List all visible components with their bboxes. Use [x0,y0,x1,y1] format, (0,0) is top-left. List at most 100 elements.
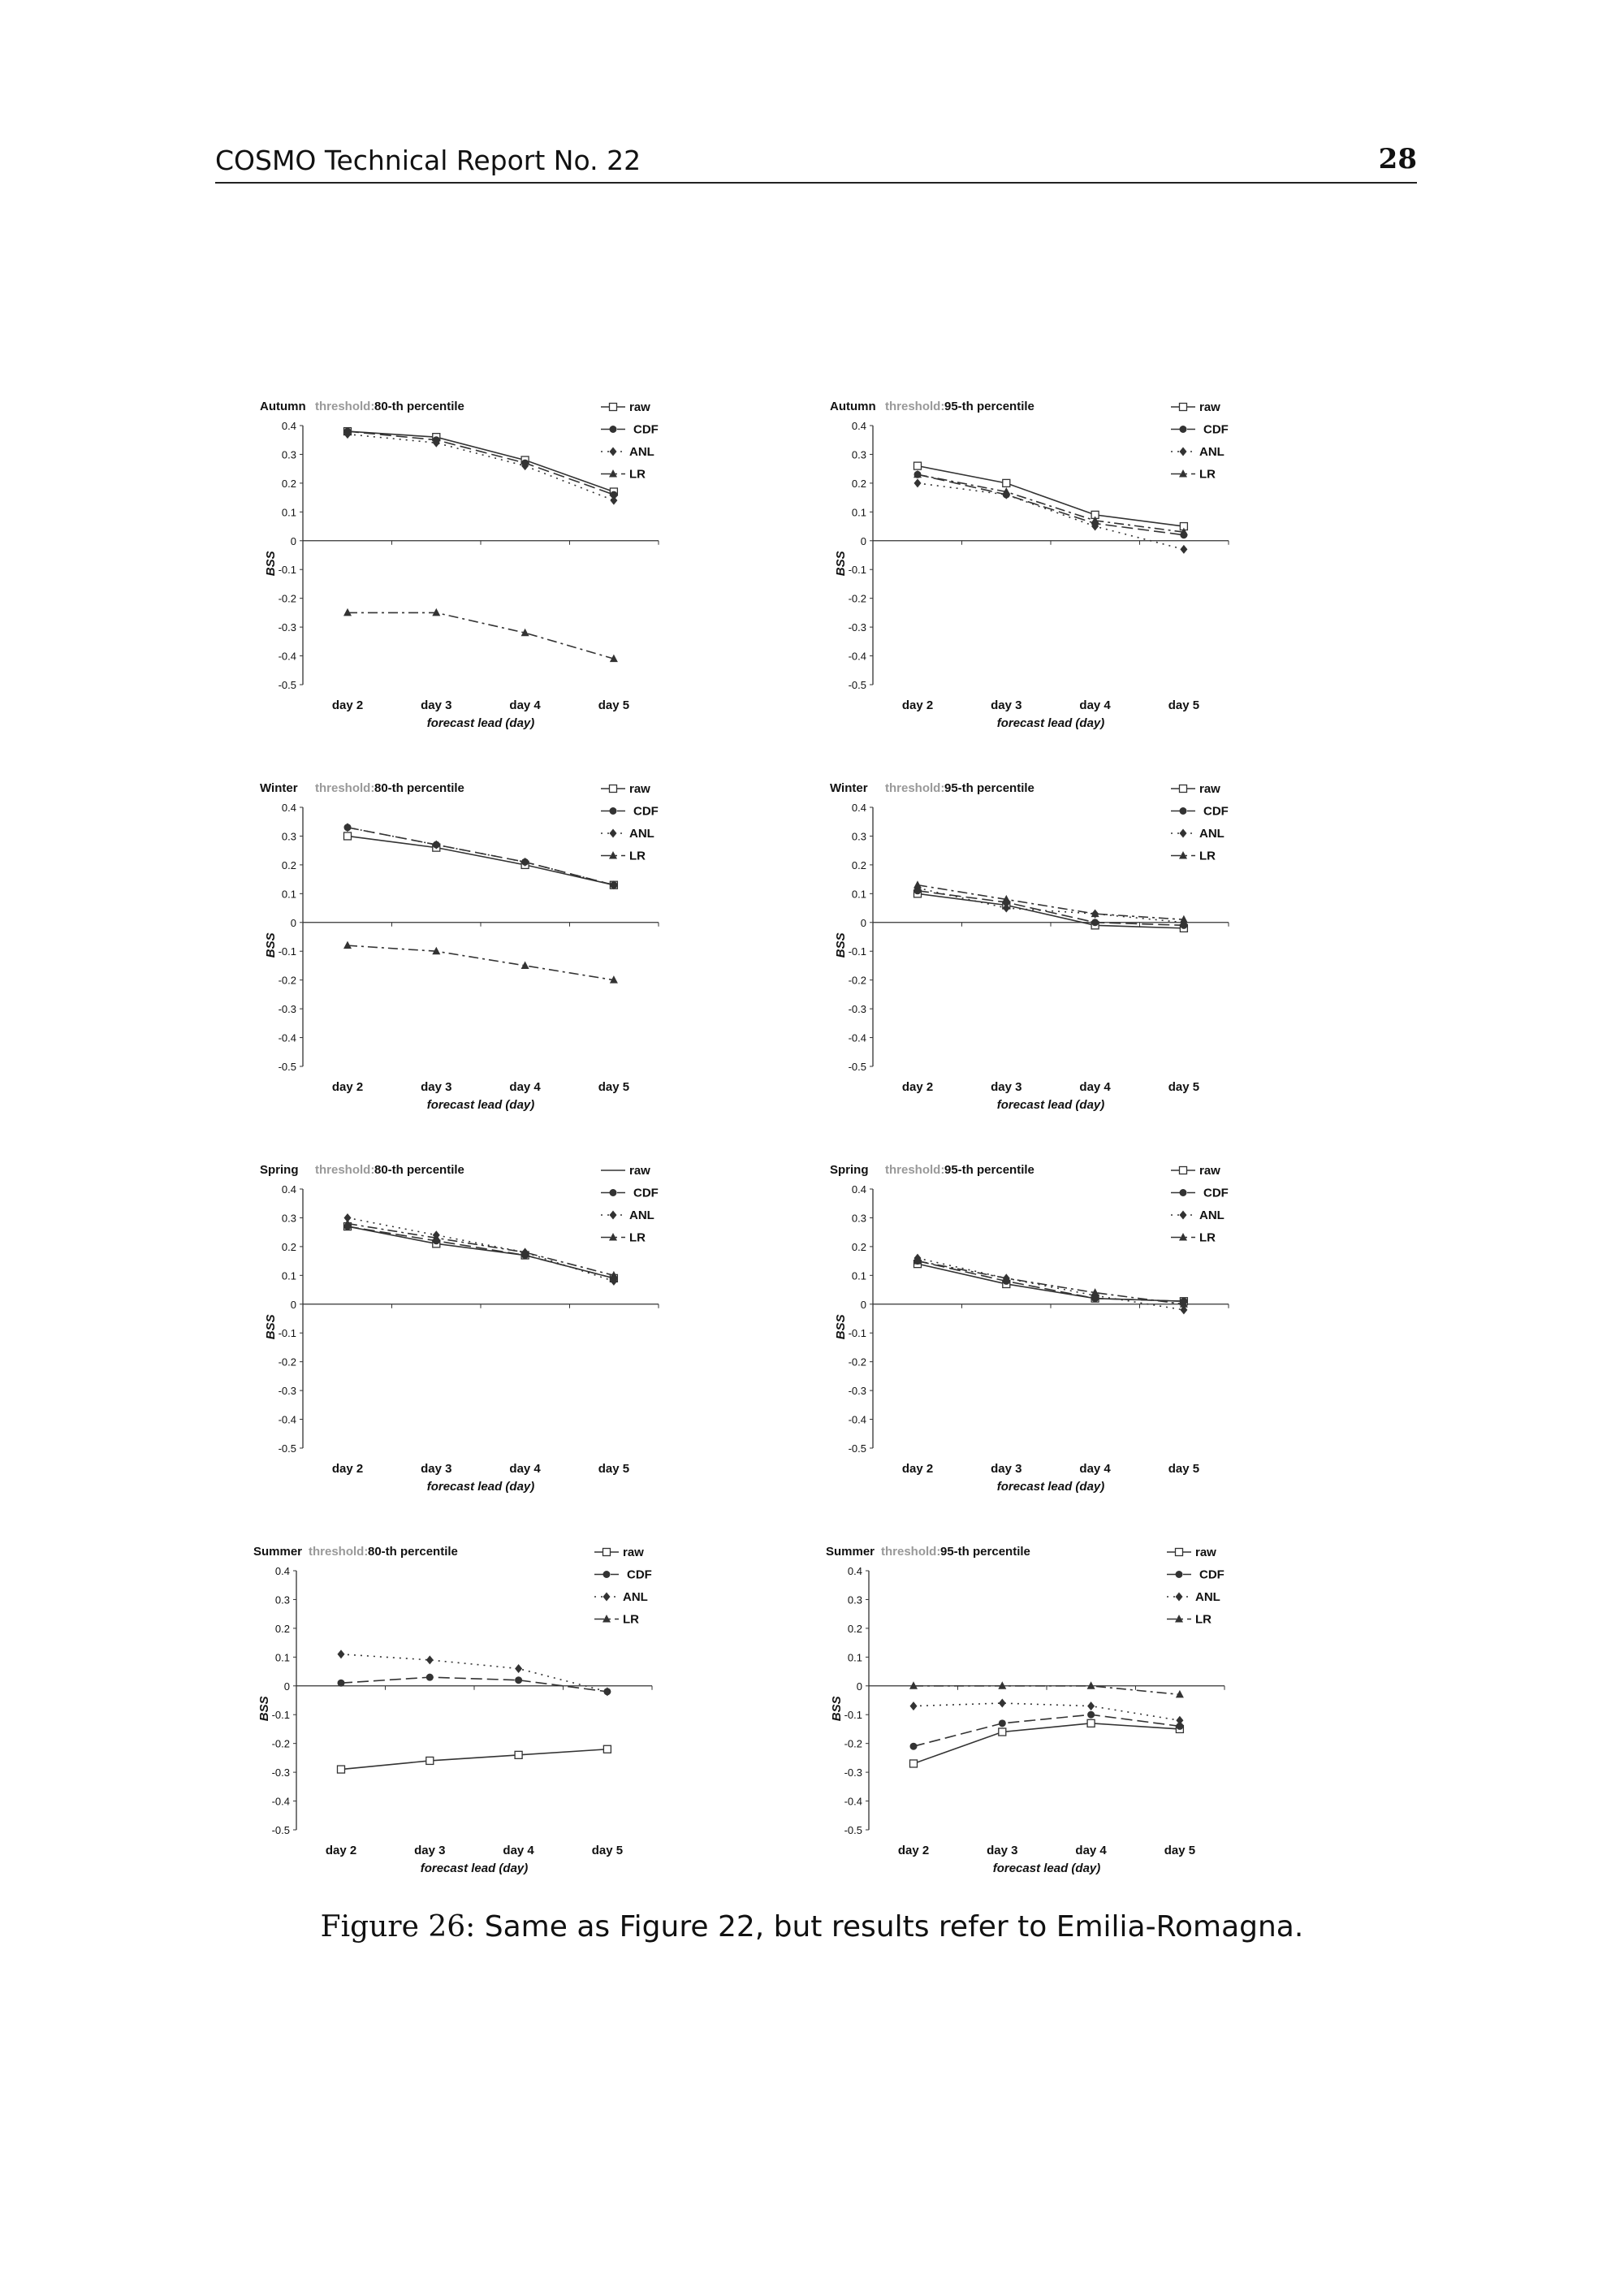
data-point-anl [337,1650,345,1659]
y-axis-label: BSS [834,551,848,576]
x-tick-label: day 4 [509,1080,541,1094]
legend-marker-lr [609,1233,617,1241]
x-tick-label: day 5 [1164,1844,1195,1857]
legend-marker-cdf [609,1189,617,1196]
legend-marker-anl [1179,1210,1187,1220]
y-tick-label: -0.1 [849,564,866,576]
legend-marker-anl [1175,1592,1183,1602]
y-tick-label: 0.3 [852,448,866,460]
legend-marker-raw [1178,784,1188,793]
y-tick-label: -0.3 [844,1766,862,1779]
y-tick-label: 0.3 [852,830,866,842]
series-line-cdf [917,473,1185,536]
data-point-anl [521,857,529,867]
x-tick-label: day 4 [509,698,541,712]
chart-svg: Summer threshold: 80-th percentile 0.4 0.3 0.… [253,1545,653,1875]
data-point-lr [914,880,922,889]
series-anl: ANL [337,1590,648,1697]
legend-label: CDF [633,805,659,819]
y-tick-label: -0.4 [272,1796,290,1808]
page-number: 28 [1378,143,1417,175]
series-line-raw [347,430,615,493]
legend-marker-raw [608,784,618,793]
legend-label: CDF [1203,1187,1229,1200]
chart-season: Autumn [260,400,306,413]
chart-season: Summer [253,1545,302,1559]
x-tick-label: day 2 [332,1462,363,1476]
legend-marker-anl [603,1592,611,1602]
y-tick-label: 0.2 [852,1241,866,1253]
series-cdf: CDF [914,423,1229,539]
data-point-cdf [1087,1710,1095,1719]
legend-label: LR [629,468,646,482]
threshold-label: threshold: [315,781,374,795]
legend-label: CDF [633,423,659,437]
y-tick-label: -0.2 [849,975,866,987]
y-tick-label: 0.2 [848,1623,862,1635]
y-tick-label: -0.1 [272,1709,290,1721]
x-tick-label: day 4 [1075,1844,1107,1857]
series-line-lr [347,945,615,981]
x-tick-label: day 4 [1079,1080,1111,1094]
y-tick-label: -0.2 [849,1356,866,1369]
y-tick-label: -0.4 [279,651,296,663]
legend-marker-lr [1179,469,1187,478]
series-line-lr [917,473,1185,533]
y-tick-label: 0 [861,917,866,929]
x-tick-label: day 5 [598,1080,629,1094]
chart-svg: Winter threshold: 80-th percentile 0.4 0.3 0.… [260,781,659,1112]
chart-svg: Winter threshold: 95-th percentile 0.4 0.3 0.… [830,781,1229,1112]
data-point-raw [603,1745,612,1753]
data-point-raw [1002,478,1011,488]
x-tick-label: day 2 [332,1080,363,1094]
series-line-raw [917,893,1184,929]
chart-svg: Spring threshold: 80-th percentile 0.4 0.3 0.… [260,1163,659,1494]
series-line-raw [340,1748,607,1771]
data-point-lr [1091,516,1099,524]
series-line-cdf [340,1676,608,1693]
x-tick-label: day 4 [1079,698,1111,712]
data-point-lr [343,1219,352,1227]
legend-label: ANL [1199,1209,1224,1222]
series-line-anl [917,482,1185,551]
data-point-anl [1091,521,1099,531]
y-tick-label: -0.3 [279,1003,296,1015]
chart-svg: Summer threshold: 95-th percentile 0.4 0.3 0.… [826,1545,1225,1875]
series-line-anl [917,887,1184,923]
chart-summer-95: Summer threshold: 95-th percentile 0.4 0.3 0.… [824,1539,1376,1888]
series-cdf: CDF [914,1187,1229,1305]
y-tick-label: -0.5 [849,679,866,691]
series-anl: ANL [914,827,1224,927]
data-point-lr [1175,1689,1184,1698]
x-axis-label: forecast lead (day) [427,716,535,730]
data-point-anl [521,461,529,471]
legend-marker-cdf [603,1571,611,1578]
legend-marker-cdf [1179,426,1187,433]
x-axis-label: forecast lead (day) [421,1861,529,1875]
series-line-raw [347,1226,615,1279]
y-tick-label: -0.5 [279,679,296,691]
y-tick-label: -0.5 [279,1061,296,1073]
y-tick-label: -0.3 [272,1766,290,1779]
series-cdf: CDF [337,1568,652,1696]
legend-label: LR [1199,850,1216,863]
series-raw: raw [909,1546,1216,1768]
legend-marker-raw [1178,1165,1188,1175]
y-tick-label: 0.1 [282,506,296,518]
y-tick-label: -0.5 [272,1824,290,1836]
data-point-lr [1002,894,1011,903]
chart-season: Winter [830,781,868,795]
threshold-value: 80-th percentile [374,400,464,413]
data-point-raw [336,1765,346,1774]
y-tick-label: -0.2 [279,1356,296,1369]
y-tick-label: 0 [284,1680,290,1693]
data-point-lr [914,1256,922,1265]
caption-label: Figure 26: [320,1910,476,1944]
data-point-lr [343,608,352,616]
y-tick-label: 0.4 [275,1565,290,1577]
y-tick-label: 0.2 [282,1241,296,1253]
threshold-label: threshold: [885,781,944,795]
running-header-title: COSMO Technical Report No. 22 [215,145,641,176]
y-tick-label: 0.2 [282,859,296,871]
y-tick-label: 0 [291,917,296,929]
